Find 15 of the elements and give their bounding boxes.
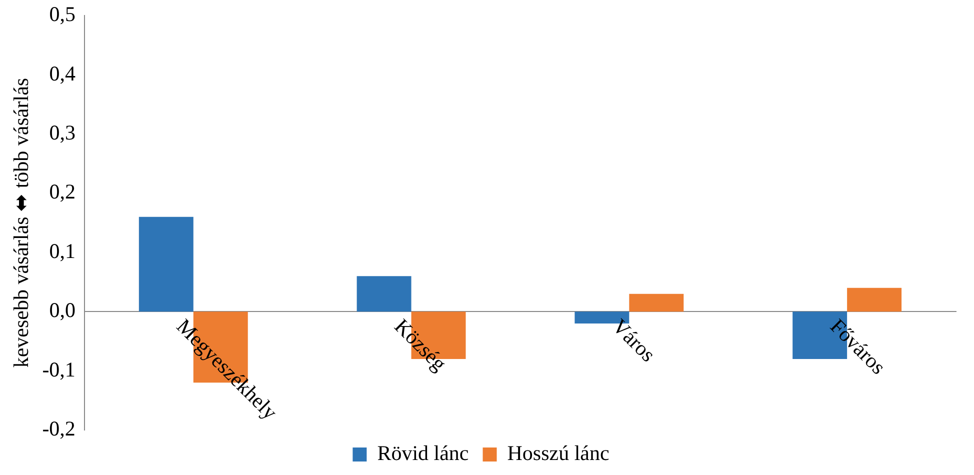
y-tick-label: 0,0 <box>49 298 76 322</box>
bar <box>629 294 684 312</box>
y-tick-label: 0,2 <box>49 180 76 204</box>
y-tick-label: 0,3 <box>49 120 76 145</box>
legend-label: Rövid lánc <box>377 441 469 466</box>
y-tick-label: 0,5 <box>49 2 76 26</box>
legend-label: Hosszú lánc <box>507 441 610 466</box>
y-axis-title: kevesebb vásárlás ⬌ több vásárlás <box>9 78 34 368</box>
bar <box>138 216 194 312</box>
y-tick-label: 0,1 <box>49 238 76 263</box>
bar <box>847 288 902 312</box>
y-tick-label: -0,2 <box>42 416 76 441</box>
bar <box>356 276 412 312</box>
y-tick-label: -0,1 <box>42 357 76 382</box>
y-tick-label: 0,4 <box>49 61 76 86</box>
